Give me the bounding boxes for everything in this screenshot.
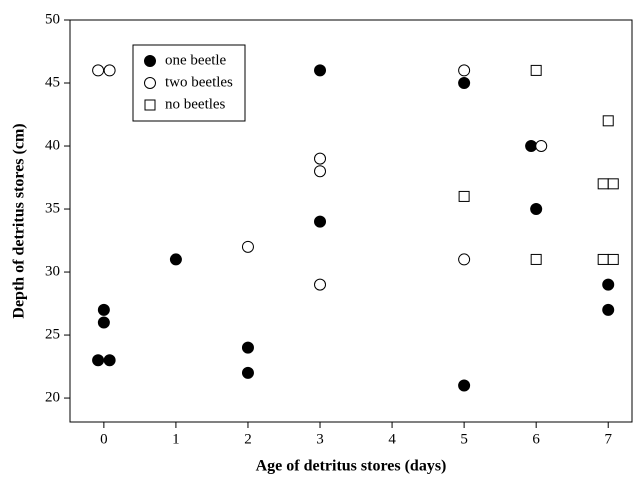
point: [241, 366, 254, 379]
legend-label: one beetle: [165, 52, 227, 68]
point: [314, 64, 327, 77]
point: [535, 140, 548, 153]
x-tick-label: 0: [100, 431, 108, 447]
point: [597, 178, 609, 190]
legend-marker: [144, 99, 156, 111]
point: [607, 253, 619, 265]
point: [530, 253, 542, 265]
point: [458, 190, 470, 202]
point: [602, 278, 615, 291]
legend-marker: [144, 55, 156, 67]
x-tick-label: 1: [172, 431, 180, 447]
x-tick-label: 5: [460, 431, 468, 447]
y-tick-label: 20: [45, 389, 60, 405]
x-axis-label: Age of detritus stores (days): [256, 458, 447, 475]
point: [314, 215, 327, 228]
point: [103, 354, 116, 367]
point: [241, 240, 254, 253]
y-tick-label: 35: [45, 200, 60, 216]
x-tick-label: 3: [316, 431, 324, 447]
point: [241, 341, 254, 354]
point: [525, 140, 538, 153]
y-tick-label: 40: [45, 137, 60, 153]
point: [103, 64, 116, 77]
y-tick-label: 30: [45, 263, 60, 279]
point: [97, 316, 110, 329]
legend-label: no beetles: [165, 96, 226, 112]
y-tick-label: 45: [45, 74, 60, 90]
x-tick-label: 2: [244, 431, 252, 447]
point: [602, 303, 615, 316]
x-tick-label: 4: [388, 431, 396, 447]
plot-frame: [69, 19, 633, 423]
y-tick-label: 50: [45, 11, 60, 27]
point: [458, 77, 471, 90]
point: [92, 354, 105, 367]
point: [458, 379, 471, 392]
point: [458, 253, 471, 266]
point: [530, 64, 542, 76]
legend-marker: [144, 77, 156, 89]
x-tick-label: 7: [604, 431, 612, 447]
point: [458, 64, 471, 77]
point: [314, 152, 327, 165]
point: [314, 165, 327, 178]
legend-label: two beetles: [165, 74, 233, 90]
y-tick-label: 25: [45, 326, 60, 342]
y-axis-label: Depth of detritus stores (cm): [11, 123, 28, 318]
point: [597, 253, 609, 265]
point: [97, 303, 110, 316]
point: [92, 64, 105, 77]
x-tick-label: 6: [532, 431, 540, 447]
point: [314, 278, 327, 291]
point: [530, 203, 543, 216]
point: [607, 178, 619, 190]
point: [169, 253, 182, 266]
point: [602, 115, 614, 127]
